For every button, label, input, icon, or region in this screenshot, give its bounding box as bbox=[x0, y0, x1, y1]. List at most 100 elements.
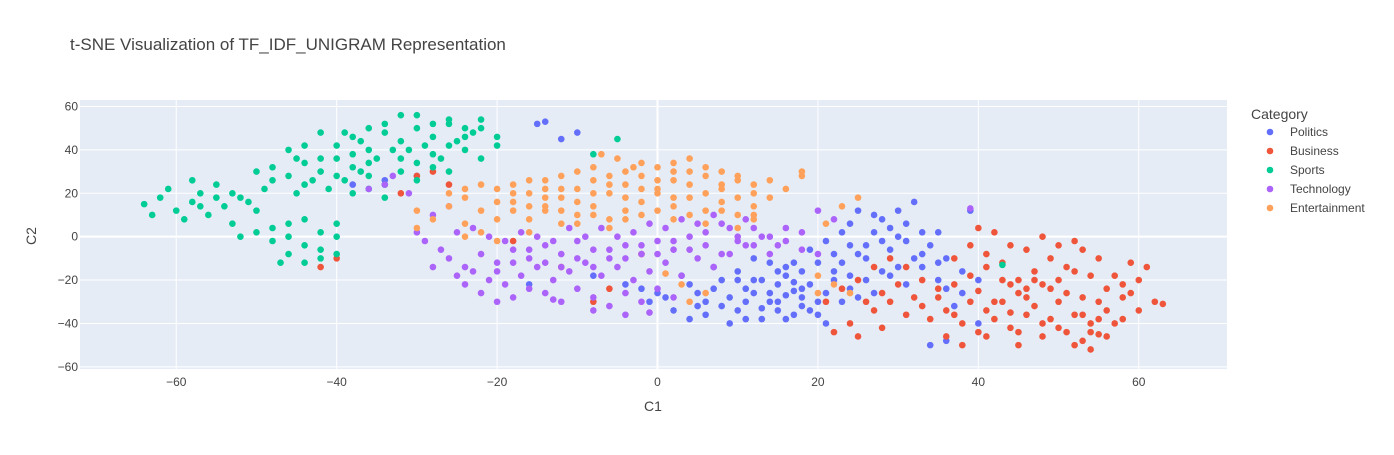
data-point[interactable] bbox=[485, 276, 493, 284]
data-point[interactable] bbox=[485, 233, 493, 240]
data-point[interactable] bbox=[718, 168, 725, 175]
data-point[interactable] bbox=[862, 298, 870, 306]
data-point[interactable] bbox=[501, 281, 509, 288]
data-point[interactable] bbox=[397, 168, 405, 175]
data-point[interactable] bbox=[509, 181, 517, 188]
data-point[interactable] bbox=[870, 229, 878, 236]
data-point[interactable] bbox=[1031, 276, 1038, 284]
data-point[interactable] bbox=[670, 216, 677, 223]
data-point[interactable] bbox=[950, 281, 958, 288]
data-point[interactable] bbox=[638, 185, 645, 193]
data-point[interactable] bbox=[846, 289, 854, 297]
data-point[interactable] bbox=[750, 181, 758, 188]
data-point[interactable] bbox=[1079, 294, 1086, 301]
data-point[interactable] bbox=[301, 242, 308, 249]
data-point[interactable] bbox=[445, 255, 453, 262]
data-point[interactable] bbox=[734, 268, 742, 275]
data-point[interactable] bbox=[357, 168, 365, 175]
data-point[interactable] bbox=[894, 281, 902, 288]
data-point[interactable] bbox=[1127, 289, 1135, 297]
data-point[interactable] bbox=[614, 233, 621, 240]
data-point[interactable] bbox=[710, 263, 717, 271]
data-point[interactable] bbox=[622, 289, 629, 297]
data-point[interactable] bbox=[742, 242, 750, 249]
data-point[interactable] bbox=[590, 163, 597, 171]
data-point[interactable] bbox=[654, 250, 661, 258]
data-point[interactable] bbox=[349, 133, 357, 141]
data-point[interactable] bbox=[493, 237, 501, 245]
data-point[interactable] bbox=[718, 250, 725, 258]
data-point[interactable] bbox=[726, 320, 733, 327]
data-point[interactable] bbox=[726, 224, 733, 232]
data-point[interactable] bbox=[389, 146, 397, 154]
data-point[interactable] bbox=[670, 294, 677, 301]
data-point[interactable] bbox=[606, 189, 613, 197]
data-point[interactable] bbox=[413, 124, 421, 132]
data-point[interactable] bbox=[557, 194, 565, 201]
data-point[interactable] bbox=[445, 181, 453, 188]
data-point[interactable] bbox=[734, 211, 742, 219]
data-point[interactable] bbox=[461, 133, 469, 141]
data-point[interactable] bbox=[525, 202, 533, 210]
data-point[interactable] bbox=[1103, 333, 1110, 340]
data-point[interactable] bbox=[886, 224, 894, 232]
data-point[interactable] bbox=[606, 285, 613, 293]
data-point[interactable] bbox=[830, 281, 838, 288]
data-point[interactable] bbox=[301, 181, 308, 188]
data-point[interactable] bbox=[1063, 289, 1070, 297]
data-point[interactable] bbox=[293, 155, 300, 162]
data-point[interactable] bbox=[590, 202, 597, 210]
data-point[interactable] bbox=[1071, 268, 1078, 275]
data-point[interactable] bbox=[734, 233, 742, 240]
data-point[interactable] bbox=[878, 268, 886, 275]
data-point[interactable] bbox=[397, 111, 405, 119]
data-point[interactable] bbox=[702, 298, 709, 306]
data-point[interactable] bbox=[549, 237, 557, 245]
legend-item-entertainment[interactable]: Entertainment bbox=[1266, 201, 1366, 215]
data-point[interactable] bbox=[822, 320, 830, 327]
data-point[interactable] bbox=[814, 250, 822, 258]
data-point[interactable] bbox=[590, 246, 597, 253]
data-point[interactable] bbox=[702, 289, 709, 297]
data-point[interactable] bbox=[870, 307, 878, 314]
data-point[interactable] bbox=[918, 263, 926, 271]
data-point[interactable] bbox=[1023, 311, 1030, 319]
data-point[interactable] bbox=[1023, 294, 1030, 301]
data-point[interactable] bbox=[878, 237, 886, 245]
data-point[interactable] bbox=[565, 268, 573, 275]
data-point[interactable] bbox=[477, 229, 485, 236]
data-point[interactable] bbox=[477, 124, 485, 132]
data-point[interactable] bbox=[437, 246, 445, 253]
data-point[interactable] bbox=[646, 220, 653, 227]
data-point[interactable] bbox=[902, 311, 910, 319]
data-point[interactable] bbox=[894, 263, 902, 271]
data-point[interactable] bbox=[686, 181, 693, 188]
data-point[interactable] bbox=[1087, 346, 1094, 353]
data-point[interactable] bbox=[934, 229, 942, 236]
data-point[interactable] bbox=[766, 289, 774, 297]
data-point[interactable] bbox=[461, 146, 469, 154]
data-point[interactable] bbox=[878, 324, 886, 332]
data-point[interactable] bbox=[574, 211, 581, 219]
data-point[interactable] bbox=[975, 320, 982, 327]
data-point[interactable] bbox=[349, 189, 357, 197]
data-point[interactable] bbox=[237, 194, 244, 201]
data-point[interactable] bbox=[654, 237, 661, 245]
data-point[interactable] bbox=[654, 285, 661, 293]
data-point[interactable] bbox=[798, 294, 806, 301]
data-point[interactable] bbox=[477, 289, 485, 297]
data-point[interactable] bbox=[469, 268, 477, 275]
data-point[interactable] bbox=[959, 320, 966, 327]
data-point[interactable] bbox=[638, 298, 645, 306]
series-sports[interactable] bbox=[140, 111, 1006, 269]
data-point[interactable] bbox=[678, 272, 685, 280]
data-point[interactable] bbox=[910, 198, 918, 206]
data-point[interactable] bbox=[678, 281, 685, 288]
data-point[interactable] bbox=[574, 185, 581, 193]
data-point[interactable] bbox=[1055, 242, 1062, 249]
data-point[interactable] bbox=[806, 246, 814, 253]
legend-item-politics[interactable]: Politics bbox=[1266, 125, 1328, 139]
data-point[interactable] bbox=[662, 259, 669, 267]
data-point[interactable] bbox=[397, 189, 405, 197]
data-point[interactable] bbox=[164, 185, 172, 193]
